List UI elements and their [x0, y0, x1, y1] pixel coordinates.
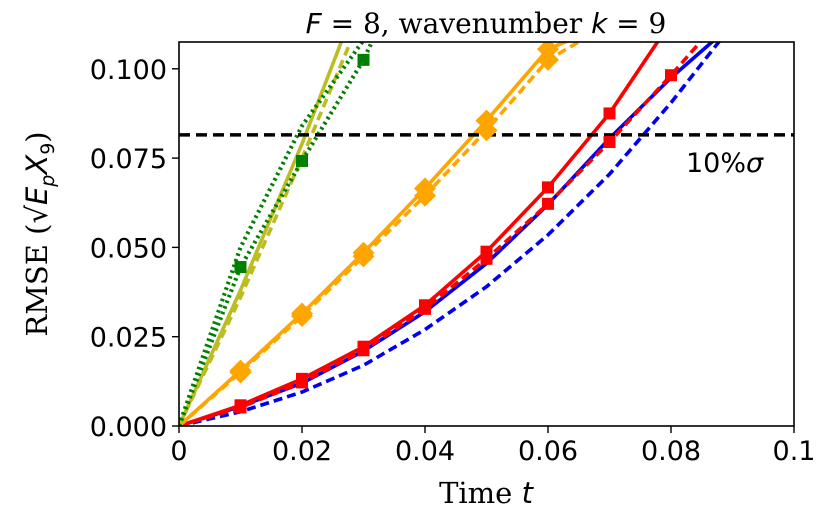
series-line-blue-dashed: [179, 42, 722, 426]
point-green-dotted-a: [234, 261, 247, 274]
x-tick-label: 0: [170, 436, 187, 467]
chart-title: F = 8, wavenumber k = 9: [306, 7, 667, 40]
point-orange-dashed: [229, 361, 252, 384]
title-end: = 9: [607, 7, 666, 40]
point-orange-dashed: [352, 245, 375, 268]
y-tick-label: 0.075: [90, 144, 167, 175]
title-var-k: k: [591, 7, 609, 40]
series-line-olive-dashed: [179, 42, 353, 426]
series-line-red-solid: [179, 42, 660, 426]
y-tick-label: 0.025: [90, 323, 167, 354]
title-var-f: F: [306, 7, 323, 40]
threshold-label-text: 10%: [686, 148, 746, 179]
series-line-blue-solid: [179, 42, 715, 426]
point-red-solid: [603, 107, 616, 120]
point-green-dotted-a: [296, 154, 308, 167]
y-axis: 0.000 0.025 0.050 0.075 0.100: [90, 55, 179, 443]
y-axis-label-close: ): [20, 131, 54, 142]
svg-text:RMSE (√EpX9): RMSE (√EpX9): [20, 131, 59, 336]
y-axis-label-e: E: [20, 186, 54, 205]
marker-layer: [229, 42, 677, 414]
point-orange-dashed: [414, 184, 436, 207]
x-axis-label-var: t: [522, 476, 535, 510]
y-axis-label-text: RMSE (: [20, 224, 54, 337]
x-axis-label: Time t: [439, 476, 535, 510]
point-orange-dashed: [291, 304, 313, 327]
y-tick-label: 0.000: [90, 412, 167, 443]
x-axis-label-text: Time: [439, 476, 522, 510]
y-axis-label-9: 9: [37, 143, 59, 155]
y-axis-label: RMSE (√EpX9): [20, 131, 59, 336]
point-red-dashed: [665, 69, 677, 82]
point-red-dashed: [357, 344, 370, 357]
x-tick-label: 0.08: [641, 436, 701, 467]
series-line-red-dashed: [179, 42, 703, 426]
y-axis-label-p: p: [37, 175, 59, 188]
x-tick-label: 0.04: [395, 436, 455, 467]
y-tick-label: 0.100: [90, 55, 167, 86]
plot-frame: [178, 41, 795, 427]
x-axis: 0 0.02 0.04 0.06 0.08 0.1: [170, 426, 815, 467]
x-tick-label: 0.1: [773, 436, 816, 467]
title-mid: = 8, wavenumber: [322, 7, 591, 40]
series-line-orange-solid: [179, 42, 570, 426]
point-red-solid: [542, 181, 554, 194]
y-tick-label: 0.050: [90, 233, 167, 264]
y-axis-label-sqrt: √: [20, 205, 54, 224]
series-line-orange-dashed: [179, 42, 583, 426]
threshold-label-sigma: σ: [746, 148, 764, 179]
x-tick-label: 0.02: [272, 436, 332, 467]
threshold-label: 10%σ: [686, 148, 764, 179]
point-red-dashed: [296, 376, 308, 389]
point-red-dashed: [234, 401, 247, 414]
point-red-dashed: [419, 302, 431, 315]
point-red-dashed: [480, 252, 493, 265]
y-axis-label-x: X: [20, 154, 54, 177]
series-layer: [179, 42, 722, 426]
x-tick-label: 0.06: [518, 436, 578, 467]
point-orange-dashed: [537, 48, 559, 71]
point-red-dashed: [542, 197, 554, 210]
point-green-dotted-a: [357, 53, 370, 66]
series-line-olive-solid: [179, 42, 344, 426]
point-orange-dashed: [475, 119, 498, 142]
point-red-dashed: [603, 136, 616, 149]
